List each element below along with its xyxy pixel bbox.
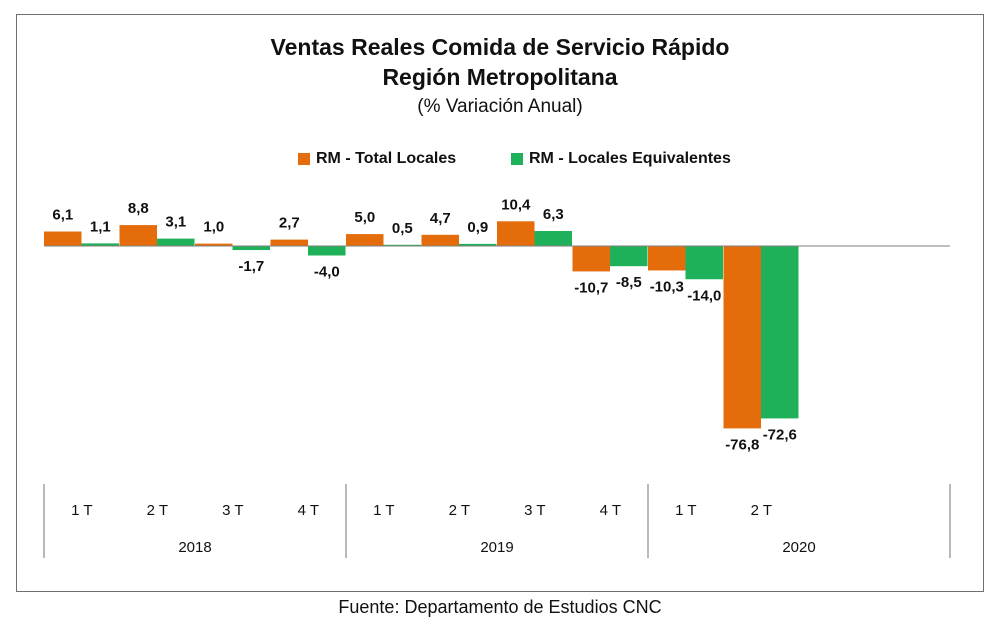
tick-label-quarter: 2 T [147,502,168,519]
tick-label-quarter: 4 T [600,502,621,519]
chart-frame [16,14,984,592]
chart-title-line1: Ventas Reales Comida de Servicio Rápido [270,34,730,60]
data-label: -10,7 [574,279,608,296]
bar-equivalentes [761,246,799,419]
data-label: 5,0 [354,209,375,226]
data-label: 6,3 [543,206,564,223]
data-label: -14,0 [687,287,721,304]
tick-label-quarter: 3 T [222,502,243,519]
data-label: 10,4 [501,196,531,213]
legend-swatch-equivalentes [511,153,523,165]
data-label: 6,1 [52,207,73,224]
bar-equivalentes [383,244,421,246]
tick-label-quarter: 2 T [449,502,470,519]
data-label: 1,1 [90,218,111,235]
data-label: -1,7 [238,258,264,275]
bar-total [421,234,459,246]
tick-label-year: 2019 [480,539,513,556]
bar-total [572,246,610,272]
bar-equivalentes [459,243,497,247]
chart-title-line2: Región Metropolitana [382,64,618,90]
bar-total [119,225,157,246]
legend-item-equivalentes: RM - Locales Equivalentes [511,150,731,168]
data-label: 0,9 [467,219,488,236]
bar-total [44,231,82,246]
tick-label-quarter: 3 T [524,502,545,519]
tick-label-quarter: 2 T [751,502,772,519]
tick-label-quarter: 4 T [298,502,319,519]
source-note: Fuente: Departamento de Estudios CNC [338,597,662,617]
bar-equivalentes [685,246,723,280]
bar-equivalentes [232,246,270,251]
legend-swatch-total [298,153,310,165]
data-label: -4,0 [314,264,340,281]
tick-label-quarter: 1 T [373,502,394,519]
bar-equivalentes [534,231,572,246]
legend: RM - Total Locales RM - Locales Equivale… [0,150,1000,174]
legend-label-equivalentes: RM - Locales Equivalentes [529,150,731,167]
bar-equivalentes [610,246,648,267]
data-label: -76,8 [725,436,759,453]
data-label: 1,0 [203,219,224,236]
bar-total [723,246,761,429]
chart-subtitle: (% Variación Anual) [417,96,583,117]
data-label: -10,3 [650,279,684,296]
tick-label-year: 2018 [178,539,211,556]
bar-total [497,221,535,246]
data-label: -72,6 [763,426,797,443]
tick-label-quarter: 1 T [675,502,696,519]
legend-item-total: RM - Total Locales [298,150,456,168]
data-label: 4,7 [430,210,451,227]
data-label: -8,5 [616,274,642,291]
bar-equivalentes [308,246,346,256]
legend-label-total: RM - Total Locales [316,150,457,167]
data-label: 2,7 [279,215,300,232]
bar-total [270,239,308,247]
tick-label-quarter: 1 T [71,502,92,519]
bar-equivalentes [157,238,195,246]
tick-label-year: 2020 [782,539,815,556]
bar-equivalentes [81,243,119,247]
bar-total [648,246,686,271]
bar-total [346,234,384,246]
data-label: 3,1 [165,214,186,231]
bar-total [195,243,233,246]
data-label: 0,5 [392,220,413,237]
data-label: 8,8 [128,200,149,217]
